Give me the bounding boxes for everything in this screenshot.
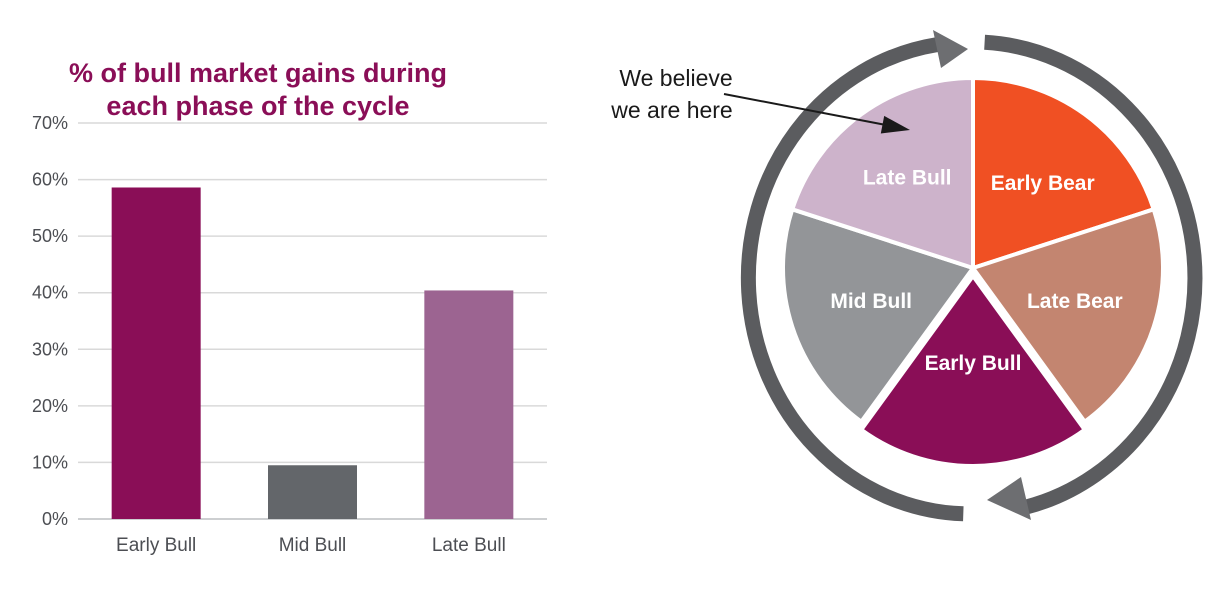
cycle-arrow-bottom-head-icon	[987, 477, 1031, 520]
cycle-arrow-left-arc	[740, 37, 964, 522]
pie-slice-late-bear	[971, 207, 1165, 424]
y-tick-label: 50%	[32, 226, 68, 246]
cycle-arrow-right-arc	[984, 34, 1203, 515]
x-category-label-mid-bull: Mid Bull	[279, 535, 347, 556]
y-tick-label: 10%	[32, 452, 68, 472]
pie: Early Bear Late Bear Early Bull Mid Bull Lat…	[781, 76, 1165, 468]
y-tick-label: 20%	[32, 396, 68, 416]
y-tick-label: 70%	[32, 113, 68, 133]
annotation-arrow-head-icon	[880, 115, 910, 134]
y-tick-label: 60%	[32, 170, 68, 190]
chart-title-line2: each phase of the cycle	[106, 91, 409, 121]
pie-slice-early-bear	[971, 76, 1156, 270]
pie-label-late-bull: Late Bull	[863, 166, 952, 189]
annotation-text-line1: We believe	[619, 65, 732, 91]
pie-slice-early-bull	[859, 274, 1087, 468]
annotation-text-line2: we are here	[610, 97, 732, 123]
bar-plot: 0% 10% 20% 30% 40% 50% 60% 70% Early Bull Mid Bul…	[32, 113, 547, 556]
annotation-arrow-line	[723, 93, 887, 126]
bar-mid-bull	[268, 465, 357, 519]
y-tick-label: 0%	[42, 509, 68, 529]
annotation: We believe we are here	[610, 65, 910, 134]
y-tick-label: 30%	[32, 339, 68, 359]
pie-slice-late-bull	[790, 76, 975, 270]
bar-late-bull	[424, 290, 514, 519]
bar-early-bull	[111, 187, 201, 519]
chart-title-line1: % of bull market gains during	[69, 58, 447, 88]
pie-slice-mid-bull	[781, 207, 975, 424]
pie-label-early-bull: Early Bull	[925, 352, 1022, 375]
pie-label-mid-bull: Mid Bull	[830, 290, 912, 313]
pie-label-early-bear: Early Bear	[991, 172, 1095, 195]
cycle-arrow-top-head-icon	[933, 30, 968, 68]
market-cycle-diagram: Early Bear Late Bear Early Bull Mid Bull Lat…	[610, 30, 1203, 522]
x-category-label-late-bull: Late Bull	[432, 535, 506, 556]
bull-gains-bar-chart: % of bull market gains during each phase…	[32, 58, 547, 556]
pie-label-late-bear: Late Bear	[1027, 290, 1123, 313]
x-category-label-early-bull: Early Bull	[116, 535, 196, 556]
y-tick-label: 40%	[32, 283, 68, 303]
cycle-arrows	[740, 30, 1203, 522]
